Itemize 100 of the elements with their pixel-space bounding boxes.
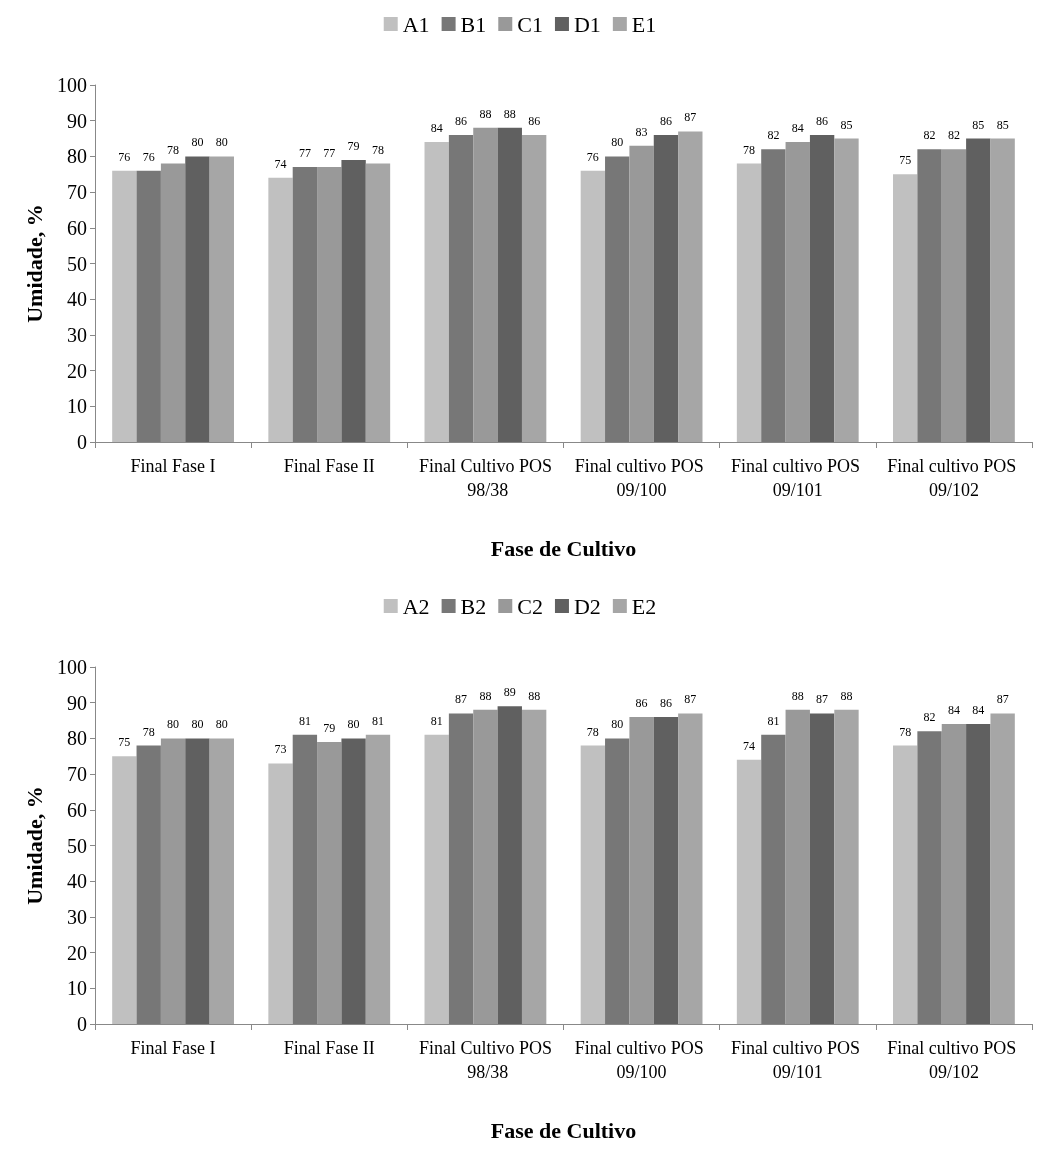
bar <box>365 734 391 1024</box>
data-label: 84 <box>791 121 804 136</box>
data-label: 76 <box>118 149 131 164</box>
y-tick-label: 80 <box>67 145 87 168</box>
bar <box>185 738 210 1024</box>
data-label: 82 <box>923 128 936 143</box>
y-tick-label: 80 <box>67 727 87 750</box>
bar <box>761 149 786 442</box>
bar <box>521 709 547 1024</box>
bar <box>424 734 449 1024</box>
bar <box>424 142 449 442</box>
data-label: 80 <box>215 135 228 150</box>
bar <box>629 716 654 1024</box>
y-tick-label: 60 <box>67 798 87 821</box>
bar <box>809 713 835 1024</box>
data-label: 84 <box>947 703 960 718</box>
data-label: 75 <box>899 153 912 168</box>
data-label: 83 <box>635 124 648 139</box>
bar <box>160 738 186 1024</box>
bar <box>209 156 234 442</box>
legend-label: C2 <box>517 593 543 619</box>
y-tick-label: 70 <box>67 763 87 786</box>
bar <box>605 156 630 442</box>
y-tick-label: 100 <box>57 656 87 678</box>
x-axis-title: Fase de Cultivo <box>490 1117 637 1143</box>
data-label: 78 <box>743 142 756 157</box>
data-label: 80 <box>347 717 360 732</box>
bar <box>605 738 630 1024</box>
data-label: 86 <box>816 113 829 128</box>
bar <box>653 716 679 1024</box>
data-label: 86 <box>455 113 468 128</box>
y-tick-label: 40 <box>67 288 87 311</box>
data-label: 77 <box>323 146 336 161</box>
data-label: 78 <box>899 724 912 739</box>
data-label: 78 <box>142 724 155 739</box>
bar <box>990 138 1015 442</box>
data-label: 78 <box>371 142 384 157</box>
bar <box>917 149 942 442</box>
bar <box>580 745 606 1024</box>
bar <box>941 724 967 1024</box>
bar <box>292 734 318 1024</box>
x-axis-title: Fase de Cultivo <box>490 535 637 561</box>
x-tick-label: Final Fase II <box>283 456 375 476</box>
y-tick-label: 0 <box>77 431 87 453</box>
bar <box>268 763 293 1024</box>
bar <box>653 134 679 442</box>
data-label: 84 <box>972 703 985 718</box>
data-label: 84 <box>430 121 443 136</box>
bar <box>268 177 293 442</box>
bar <box>917 731 942 1024</box>
data-label: 73 <box>274 742 287 757</box>
data-label: 86 <box>528 113 541 128</box>
bar <box>160 163 186 442</box>
y-tick-label: 90 <box>67 691 87 714</box>
bar <box>893 745 918 1024</box>
bar <box>185 156 210 442</box>
legend-label: D1 <box>573 11 601 37</box>
legend-label: C1 <box>517 11 543 37</box>
bar <box>521 134 547 442</box>
data-label: 85 <box>972 117 985 132</box>
y-tick-label: 10 <box>67 977 87 1000</box>
data-label: 87 <box>684 692 697 707</box>
y-tick-label: 30 <box>67 905 87 928</box>
data-label: 79 <box>323 720 336 735</box>
bar <box>736 759 762 1024</box>
data-label: 81 <box>371 713 384 728</box>
bar <box>112 170 137 442</box>
data-label: 88 <box>479 106 492 121</box>
data-label: 76 <box>586 149 599 164</box>
x-tick-label: Final Cultivo POS 98/38 <box>418 456 552 500</box>
bar <box>317 741 342 1024</box>
data-label: 74 <box>274 156 287 171</box>
bar <box>448 134 474 442</box>
bar <box>136 745 161 1024</box>
x-tick-label: Final Cultivo POS 98/38 <box>418 1038 552 1082</box>
bar <box>990 713 1015 1024</box>
bar <box>941 149 967 442</box>
legend-label: E1 <box>631 11 657 37</box>
data-label: 87 <box>816 692 829 707</box>
data-label: 80 <box>215 717 228 732</box>
bar <box>292 167 318 442</box>
x-tick-label: Final Fase II <box>283 1038 375 1058</box>
data-label: 87 <box>455 692 468 707</box>
data-label: 80 <box>167 717 180 732</box>
bar <box>761 734 786 1024</box>
y-tick-label: 0 <box>77 1013 87 1035</box>
y-tick-label: 90 <box>67 109 87 132</box>
data-label: 82 <box>767 128 780 143</box>
data-label: 88 <box>791 688 804 703</box>
data-label: 88 <box>503 106 516 121</box>
data-label: 86 <box>659 695 672 710</box>
x-tick-label: Final cultivo POS 09/102 <box>887 456 1021 500</box>
data-label: 81 <box>767 713 780 728</box>
x-tick-label: Final cultivo POS 09/100 <box>574 1038 709 1082</box>
legend-label: E2 <box>631 593 657 619</box>
x-tick-label: Final Fase I <box>130 456 216 476</box>
bar <box>497 706 522 1024</box>
bar <box>678 131 703 442</box>
legend-label: A1 <box>402 11 430 37</box>
x-tick-label: Final cultivo POS 09/101 <box>730 456 865 500</box>
